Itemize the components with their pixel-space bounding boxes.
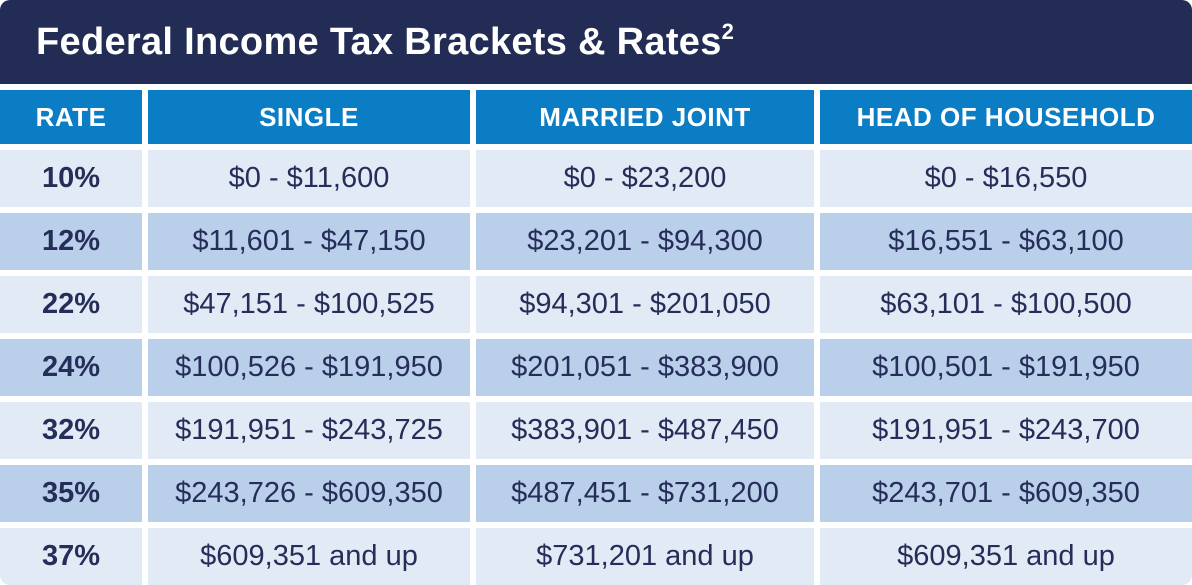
single-range-cell: $243,726 - $609,350 bbox=[148, 465, 470, 522]
column-header-rate: RATE bbox=[0, 90, 142, 144]
rate-cell: 32% bbox=[0, 402, 142, 459]
married-joint-range-cell: $383,901 - $487,450 bbox=[476, 402, 814, 459]
single-range-cell: $0 - $11,600 bbox=[148, 150, 470, 207]
head-of-household-range-cell: $191,951 - $243,700 bbox=[820, 402, 1192, 459]
head-of-household-range-cell: $63,101 - $100,500 bbox=[820, 276, 1192, 333]
title-bar: Federal Income Tax Brackets & Rates 2 bbox=[0, 0, 1192, 84]
head-of-household-range-cell: $243,701 - $609,350 bbox=[820, 465, 1192, 522]
head-of-household-range-cell: $16,551 - $63,100 bbox=[820, 213, 1192, 270]
page-title: Federal Income Tax Brackets & Rates bbox=[36, 20, 722, 63]
rate-cell: 24% bbox=[0, 339, 142, 396]
rate-cell: 35% bbox=[0, 465, 142, 522]
rate-cell: 10% bbox=[0, 150, 142, 207]
head-of-household-range-cell: $0 - $16,550 bbox=[820, 150, 1192, 207]
single-range-cell: $47,151 - $100,525 bbox=[148, 276, 470, 333]
rate-cell: 12% bbox=[0, 213, 142, 270]
single-range-cell: $11,601 - $47,150 bbox=[148, 213, 470, 270]
married-joint-range-cell: $23,201 - $94,300 bbox=[476, 213, 814, 270]
rate-cell: 37% bbox=[0, 528, 142, 585]
married-joint-range-cell: $201,051 - $383,900 bbox=[476, 339, 814, 396]
married-joint-range-cell: $0 - $23,200 bbox=[476, 150, 814, 207]
single-range-cell: $191,951 - $243,725 bbox=[148, 402, 470, 459]
head-of-household-range-cell: $609,351 and up bbox=[820, 528, 1192, 585]
married-joint-range-cell: $94,301 - $201,050 bbox=[476, 276, 814, 333]
head-of-household-range-cell: $100,501 - $191,950 bbox=[820, 339, 1192, 396]
column-header-married-joint: MARRIED JOINT bbox=[476, 90, 814, 144]
rate-cell: 22% bbox=[0, 276, 142, 333]
single-range-cell: $609,351 and up bbox=[148, 528, 470, 585]
column-header-head-of-household: HEAD OF HOUSEHOLD bbox=[820, 90, 1192, 144]
married-joint-range-cell: $487,451 - $731,200 bbox=[476, 465, 814, 522]
married-joint-range-cell: $731,201 and up bbox=[476, 528, 814, 585]
column-header-single: SINGLE bbox=[148, 90, 470, 144]
single-range-cell: $100,526 - $191,950 bbox=[148, 339, 470, 396]
